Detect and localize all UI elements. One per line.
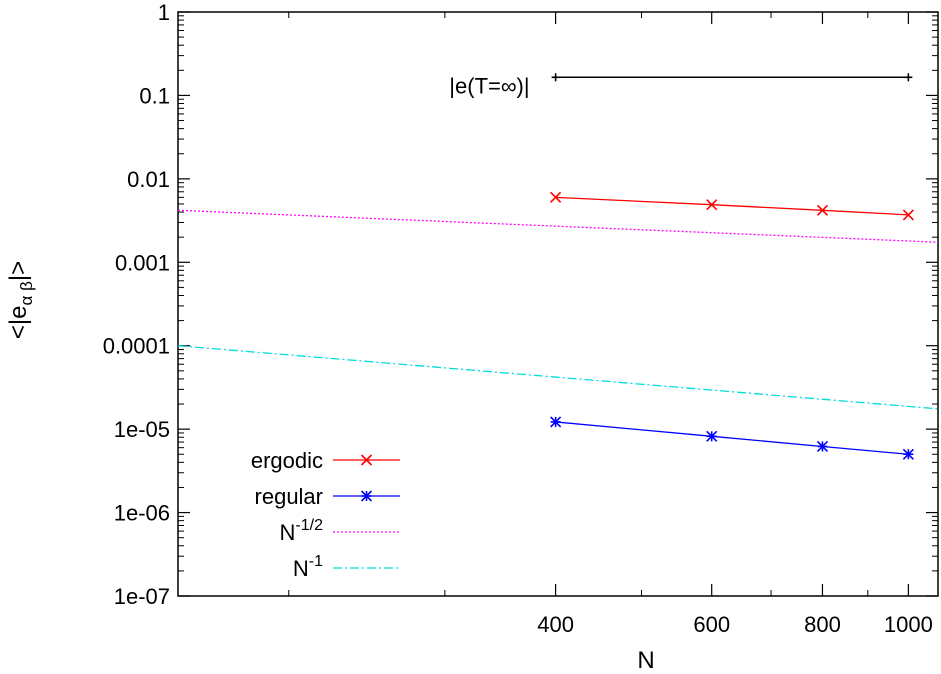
legend-label-superscript: -1 [309, 553, 323, 570]
y-tick-label: 1e-07 [114, 584, 170, 609]
data-point [816, 204, 829, 216]
y-tick-label: 0.001 [115, 250, 170, 275]
marker-stroke [902, 209, 914, 221]
data-point [902, 209, 914, 221]
legend-label-superscript: -1/2 [295, 517, 323, 534]
x-tick-label: 800 [804, 612, 841, 637]
y-tick-label: 0.01 [127, 167, 170, 192]
plot-frame [177, 11, 939, 597]
data-point [360, 490, 373, 502]
data-point [706, 199, 718, 211]
series-markers [550, 73, 914, 460]
ticks: 1 0.1 0.01 0.001 0.0001 1e-05 1e-06 1e-07 400 600… [103, 0, 938, 637]
y-axis-label: <|eα β|> [5, 261, 36, 339]
y-tick-label: 1e-06 [114, 501, 170, 526]
series-line [555, 196, 909, 216]
data-point [902, 448, 914, 460]
y-axis-label-prefix: <|e [5, 305, 32, 339]
data-point [550, 191, 562, 203]
legend-label-base: N [280, 520, 296, 545]
y-axis-label-suffix: |> [5, 261, 32, 281]
marker-stroke [550, 191, 562, 203]
series-line [555, 421, 909, 455]
legend-label-base: N [293, 556, 309, 581]
data-point [360, 454, 373, 466]
x-axis-label: N [637, 647, 654, 674]
legend-label: regular [255, 484, 323, 509]
x-tick-label: 1000 [884, 612, 933, 637]
series-line [177, 209, 939, 243]
legend-label: N-1/2 [280, 517, 324, 545]
marker-stroke [360, 454, 373, 466]
data-point [816, 440, 829, 453]
series-line [177, 345, 939, 410]
x-tick-label: 600 [693, 612, 730, 637]
marker-stroke [816, 204, 829, 216]
y-axis-label-sub: α β [17, 281, 36, 306]
data-point [706, 430, 718, 442]
legend-label: N-1 [293, 553, 323, 581]
marker-stroke [706, 199, 718, 211]
reference-line-label: |e(T=∞)| [449, 73, 529, 98]
x-tick-label: 400 [537, 612, 574, 637]
y-tick-label: 0.1 [139, 83, 170, 108]
y-tick-label: 0.0001 [103, 334, 170, 359]
series-lines [177, 76, 939, 455]
data-point [904, 73, 913, 82]
y-tick-label: 1e-05 [114, 417, 170, 442]
data-point [550, 416, 562, 428]
y-tick-label: 1 [158, 0, 170, 25]
data-point [551, 73, 560, 82]
legend-label: ergodic [251, 448, 323, 473]
axes [177, 11, 939, 597]
